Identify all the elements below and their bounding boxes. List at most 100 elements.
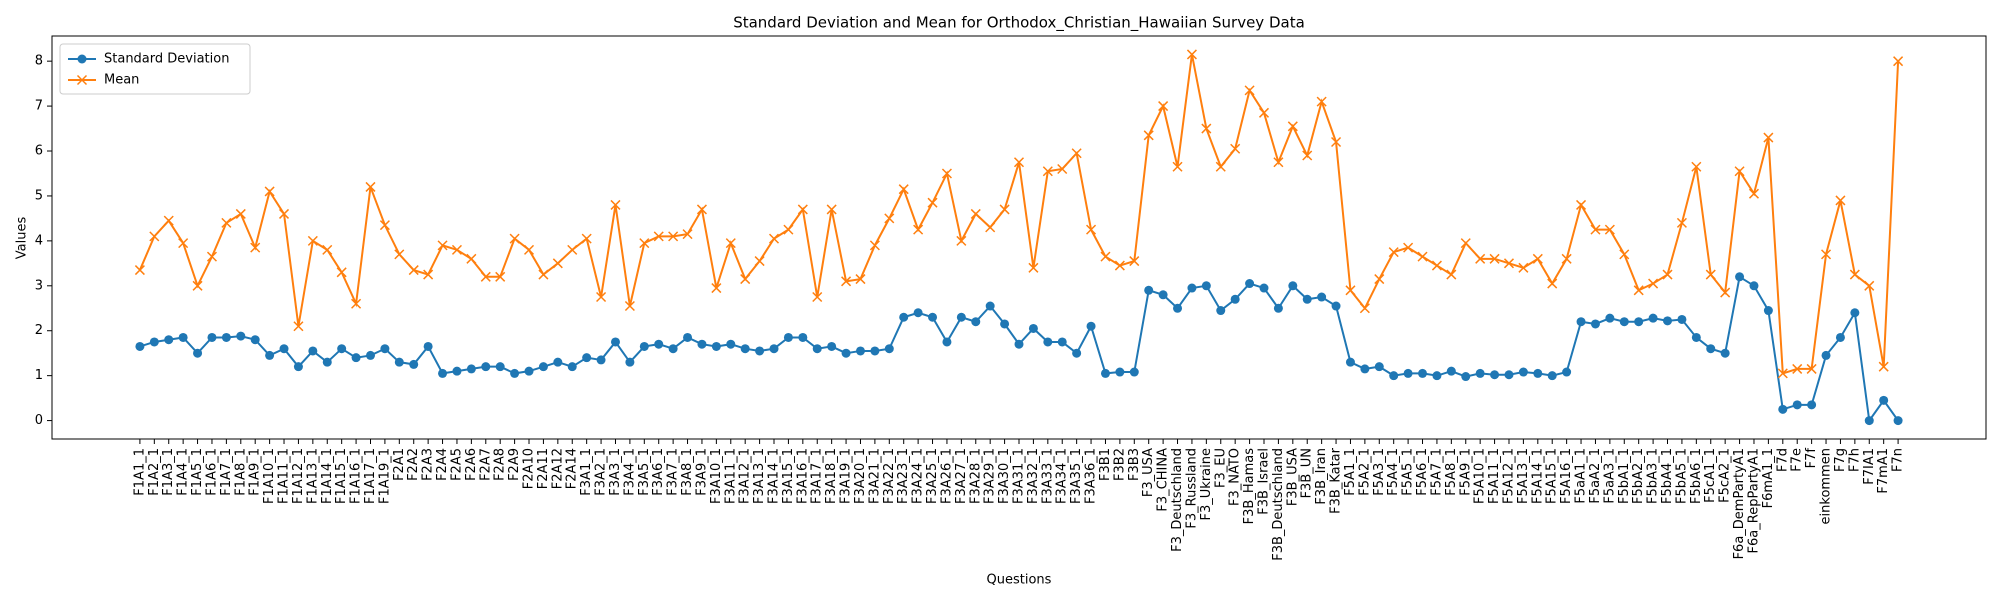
marker — [1619, 249, 1630, 260]
x-tick-label: F1A9_1 — [248, 448, 263, 496]
marker — [1042, 166, 1053, 177]
x-tick-label: F1A13_1 — [305, 448, 320, 504]
x-tick-label: F2A1 — [392, 448, 407, 481]
marker — [884, 213, 895, 224]
x-tick-label: F3B2 — [1112, 448, 1127, 481]
x-tick-label: F3_Ukraine — [1199, 448, 1214, 520]
marker — [1850, 308, 1860, 318]
marker — [1705, 269, 1716, 280]
x-tick-label: F2A10 — [522, 448, 537, 489]
x-tick-label: F1A17_1 — [363, 448, 378, 504]
marker — [1503, 258, 1515, 269]
x-tick-label: F3B_Hamas — [1242, 448, 1257, 525]
marker — [855, 274, 866, 285]
marker — [337, 344, 347, 354]
x-tick-label: F7f — [1804, 448, 1819, 469]
x-tick-label: F3_Russland — [1184, 448, 1199, 529]
marker — [135, 341, 145, 351]
marker — [1057, 163, 1068, 175]
marker — [711, 341, 721, 351]
marker — [308, 346, 318, 356]
marker — [1129, 367, 1139, 377]
marker — [1561, 253, 1572, 264]
x-tick-label: F3A9_1 — [694, 448, 709, 496]
marker — [1547, 278, 1558, 289]
x-tick-label: F3A25_1 — [925, 448, 940, 504]
marker — [1734, 166, 1745, 177]
x-tick-label: einkommen — [1819, 448, 1834, 524]
marker — [596, 291, 607, 303]
marker — [582, 353, 592, 363]
marker — [250, 242, 261, 253]
x-tick-label: F3A13_1 — [752, 448, 767, 504]
marker — [1676, 217, 1687, 228]
marker — [1086, 321, 1096, 331]
x-tick-label: F3A17_1 — [810, 448, 825, 504]
marker — [1835, 195, 1846, 206]
marker — [221, 217, 232, 228]
marker — [1028, 262, 1039, 273]
y-tick-label: 5 — [35, 188, 43, 203]
marker — [193, 348, 203, 358]
marker — [1820, 249, 1832, 260]
marker — [1403, 368, 1413, 378]
x-tick-label: F3A21_1 — [867, 448, 882, 504]
marker — [178, 238, 189, 249]
marker — [452, 366, 462, 376]
x-tick-label: F5aA1_1 — [1574, 448, 1589, 504]
marker — [1432, 371, 1442, 381]
marker — [567, 362, 577, 372]
x-tick-label: F3A1_1 — [579, 448, 594, 496]
marker — [639, 238, 650, 249]
x-tick-label: F5A12_1 — [1501, 448, 1516, 504]
x-tick-label: F7g — [1833, 448, 1848, 472]
marker — [423, 341, 433, 351]
marker — [351, 298, 362, 309]
marker — [783, 224, 794, 235]
x-tick-label: F1A16_1 — [349, 448, 364, 504]
x-tick-label: F3B3 — [1127, 448, 1142, 481]
x-tick-label: F3A12_1 — [738, 448, 753, 504]
marker — [725, 238, 736, 249]
x-tick-label: F5A9_1 — [1458, 448, 1473, 496]
marker — [1057, 337, 1067, 347]
marker — [1043, 337, 1053, 347]
x-tick-label: F2A7 — [478, 448, 493, 481]
marker — [1000, 319, 1010, 329]
marker — [841, 348, 851, 358]
marker — [1720, 348, 1730, 358]
marker — [552, 258, 563, 269]
marker — [941, 168, 952, 179]
marker — [1173, 303, 1183, 313]
x-tick-label: F3_CHINA — [1156, 448, 1171, 512]
x-tick-label: F3_Deutschland — [1170, 448, 1185, 552]
marker — [235, 208, 246, 219]
marker — [293, 321, 304, 332]
x-tick-label: F7e — [1790, 448, 1805, 472]
x-tick-label: F1A1_1 — [132, 448, 147, 496]
marker — [1763, 132, 1774, 143]
marker — [437, 240, 448, 251]
marker — [567, 244, 578, 255]
marker — [1893, 56, 1904, 67]
x-tick-label: F3A20_1 — [853, 448, 868, 504]
marker — [1374, 362, 1384, 372]
marker — [654, 339, 664, 349]
x-tick-label: F3A27_1 — [954, 448, 969, 504]
x-tick-label: F5A4_1 — [1386, 448, 1401, 496]
marker — [942, 337, 952, 347]
marker — [1244, 85, 1255, 96]
marker — [1532, 253, 1543, 264]
marker — [1317, 292, 1327, 302]
marker — [740, 274, 751, 285]
marker — [768, 233, 780, 244]
x-tick-label: F3B_Deutschland — [1271, 448, 1286, 561]
marker — [307, 235, 318, 246]
x-tick-label: F1A10_1 — [262, 448, 277, 504]
marker — [1475, 253, 1486, 264]
marker — [1287, 121, 1298, 132]
marker — [77, 54, 87, 64]
marker — [265, 350, 275, 360]
marker — [1821, 350, 1831, 360]
marker — [236, 331, 246, 341]
